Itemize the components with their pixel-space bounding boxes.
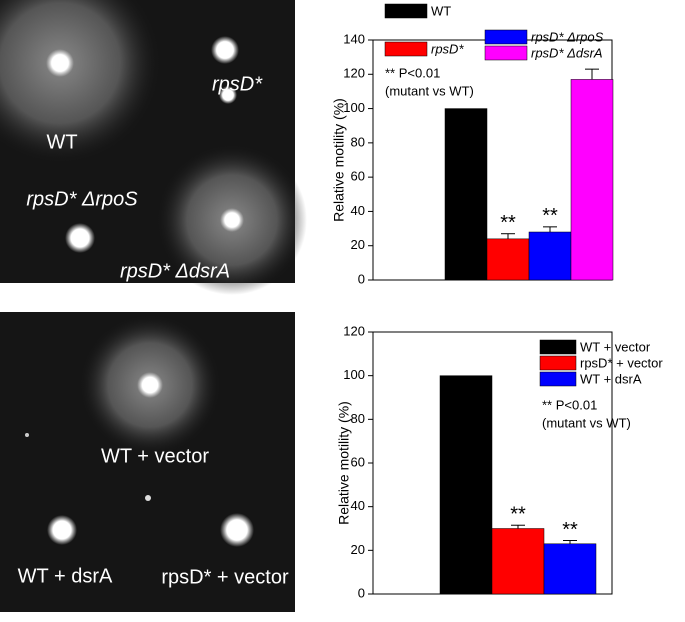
photo-label: rpsD* ΔdsrA: [120, 260, 230, 282]
legend-swatch: [484, 45, 528, 61]
legend-label: rpsD* ΔdsrA: [531, 45, 603, 60]
legend-label: WT + dsrA: [580, 371, 642, 386]
y-tick-label: 120: [343, 323, 365, 338]
photo-label: WT + vector: [101, 445, 209, 467]
legend-label: WT: [431, 3, 451, 18]
y-tick-label: 60: [351, 169, 365, 184]
legend-label: rpsD*: [431, 41, 464, 56]
annotation: (mutant vs WT): [385, 83, 474, 98]
y-tick-label: 60: [351, 454, 365, 469]
legend-label: rpsD* + vector: [580, 355, 663, 370]
legend-label: rpsD* ΔrpoS: [531, 29, 604, 44]
y-tick-label: 80: [351, 134, 365, 149]
y-axis-label: Relative motility (%): [336, 401, 352, 525]
legend-label: WT + vector: [580, 339, 651, 354]
legend-swatch: [539, 339, 577, 355]
y-tick-label: 100: [343, 367, 365, 382]
y-tick-label: 40: [351, 498, 365, 513]
y-tick-label: 80: [351, 411, 365, 426]
photo-label: rpsD*: [212, 73, 263, 95]
photo-label: rpsD* + vector: [161, 566, 289, 588]
bar: [491, 528, 545, 595]
y-tick-label: 0: [358, 585, 365, 600]
y-tick-label: 20: [351, 237, 365, 252]
significance: **: [500, 212, 516, 234]
bar: [439, 375, 493, 595]
legend-swatch: [539, 355, 577, 371]
y-tick-label: 100: [343, 100, 365, 115]
annotation: (mutant vs WT): [542, 415, 631, 430]
photo-label: WT: [46, 131, 77, 153]
bar: [528, 231, 572, 281]
y-tick-label: 20: [351, 542, 365, 557]
photo-top: WT rpsD* rpsD* ΔrpoS rpsD* ΔdsrA: [0, 0, 307, 295]
photo-label: rpsD* ΔrpoS: [26, 188, 138, 210]
legend-swatch: [384, 3, 428, 19]
bar: [486, 238, 530, 281]
legend-swatch: [384, 41, 428, 57]
legend-swatch: [484, 29, 528, 45]
bar: [570, 79, 614, 281]
y-tick-label: 140: [343, 31, 365, 46]
significance: **: [542, 205, 558, 227]
bar: [444, 108, 488, 281]
annotation: ** P<0.01: [385, 65, 440, 80]
y-tick-label: 40: [351, 203, 365, 218]
y-tick-label: 0: [358, 271, 365, 286]
significance: **: [510, 504, 526, 526]
y-tick-label: 120: [343, 66, 365, 81]
significance: **: [562, 519, 578, 541]
photo-bottom: WT + vector WT + dsrA rpsD* + vector: [0, 312, 295, 612]
photo-label: WT + dsrA: [18, 565, 113, 587]
bar: [543, 543, 597, 595]
legend-swatch: [539, 371, 577, 387]
annotation: ** P<0.01: [542, 397, 597, 412]
y-axis-label: Relative motility (%): [331, 98, 347, 222]
